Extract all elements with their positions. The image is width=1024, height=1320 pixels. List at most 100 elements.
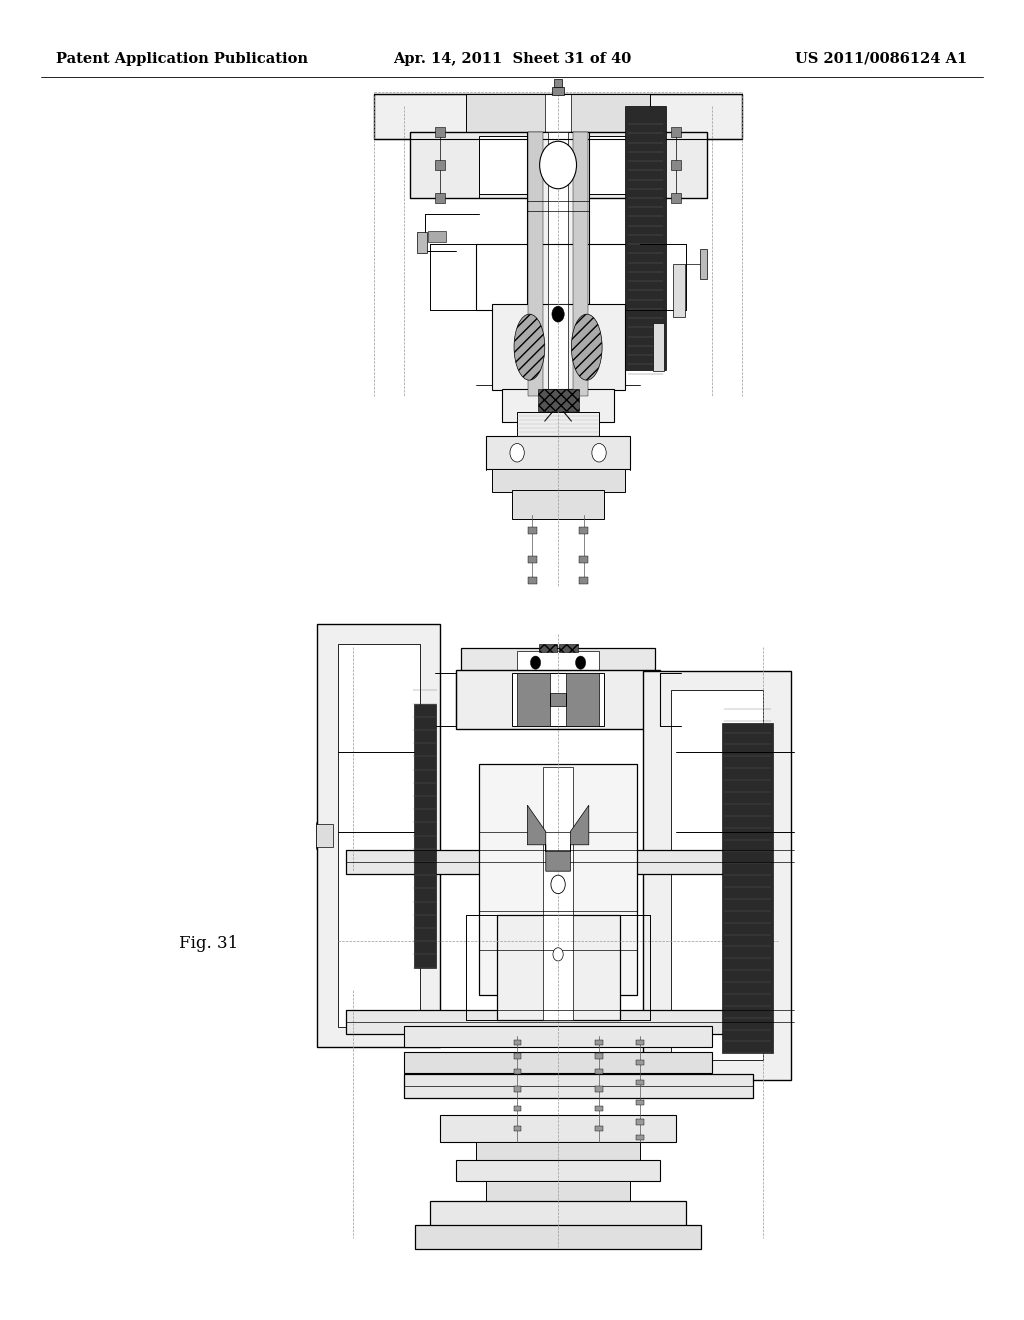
Bar (671, 193, 681, 203)
Text: Fig. 31: Fig. 31 (179, 936, 239, 952)
Bar (479, 763, 637, 995)
Text: Patent Application Publication: Patent Application Publication (56, 51, 308, 66)
Bar (415, 1225, 701, 1249)
Bar (410, 132, 707, 198)
Circle shape (592, 444, 606, 462)
Bar (643, 671, 792, 1080)
Ellipse shape (514, 314, 545, 380)
Bar (637, 1060, 644, 1065)
Bar (486, 436, 630, 469)
Bar (554, 79, 562, 87)
Bar (492, 304, 625, 391)
Circle shape (530, 656, 541, 669)
Bar (671, 690, 763, 1060)
Bar (528, 557, 538, 562)
Bar (461, 648, 655, 677)
Bar (440, 1115, 676, 1142)
Text: US 2011/0086124 A1: US 2011/0086124 A1 (796, 51, 968, 66)
Bar (552, 87, 564, 95)
Bar (317, 624, 440, 1047)
Bar (514, 1040, 521, 1045)
Circle shape (575, 656, 586, 669)
Bar (722, 723, 773, 1053)
Circle shape (553, 948, 563, 961)
Bar (316, 824, 333, 847)
Bar (559, 644, 578, 652)
Bar (580, 557, 589, 562)
Bar (596, 1086, 603, 1092)
Ellipse shape (527, 684, 548, 721)
Bar (430, 1201, 686, 1228)
Bar (486, 1181, 630, 1205)
Bar (466, 94, 650, 139)
Bar (374, 94, 742, 139)
Bar (428, 231, 446, 242)
Bar (637, 1040, 644, 1045)
Polygon shape (527, 805, 589, 871)
Bar (514, 1086, 521, 1092)
Ellipse shape (568, 684, 589, 721)
Bar (637, 1080, 644, 1085)
Bar (673, 264, 685, 317)
Bar (497, 915, 620, 1020)
Bar (637, 1100, 644, 1105)
Text: Apr. 14, 2011  Sheet 31 of 40: Apr. 14, 2011 Sheet 31 of 40 (393, 51, 631, 66)
Ellipse shape (571, 314, 602, 380)
Bar (435, 160, 445, 170)
Bar (700, 249, 707, 279)
Bar (517, 412, 599, 438)
Bar (514, 1106, 521, 1111)
Bar (476, 244, 640, 310)
Bar (580, 577, 589, 583)
Bar (417, 232, 427, 253)
Bar (492, 469, 625, 492)
Bar (514, 1069, 521, 1074)
Bar (514, 1126, 521, 1131)
Bar (596, 1040, 603, 1045)
Bar (514, 1053, 521, 1059)
Bar (404, 1074, 753, 1098)
Bar (528, 577, 538, 583)
Circle shape (540, 141, 577, 189)
Bar (527, 132, 589, 396)
Bar (671, 160, 681, 170)
Bar (538, 389, 579, 411)
Bar (548, 304, 568, 391)
Bar (596, 1126, 603, 1131)
Bar (546, 94, 571, 139)
Bar (435, 193, 445, 203)
Circle shape (510, 444, 524, 462)
Bar (435, 127, 445, 137)
Bar (404, 1052, 712, 1073)
Bar (476, 1142, 640, 1160)
Bar (596, 1106, 603, 1111)
Bar (512, 673, 604, 726)
Bar (414, 704, 436, 968)
Bar (517, 651, 599, 675)
Circle shape (552, 306, 564, 322)
Bar (653, 323, 664, 371)
Bar (528, 132, 543, 396)
Polygon shape (517, 673, 599, 726)
Bar (548, 388, 568, 422)
Bar (539, 644, 557, 652)
Bar (596, 1069, 603, 1074)
Bar (580, 527, 589, 533)
Bar (671, 127, 681, 137)
Bar (512, 490, 604, 519)
Bar (404, 1026, 712, 1047)
Bar (637, 1119, 644, 1125)
Bar (479, 136, 637, 194)
Circle shape (551, 875, 565, 894)
Bar (625, 106, 666, 370)
Bar (573, 132, 588, 396)
Bar (456, 1160, 660, 1181)
Bar (346, 1010, 770, 1034)
Bar (346, 850, 770, 874)
Bar (543, 915, 573, 1020)
Bar (543, 767, 573, 991)
Bar (528, 527, 538, 533)
Bar (502, 388, 614, 422)
Bar (637, 1135, 644, 1140)
Bar (338, 644, 420, 1027)
